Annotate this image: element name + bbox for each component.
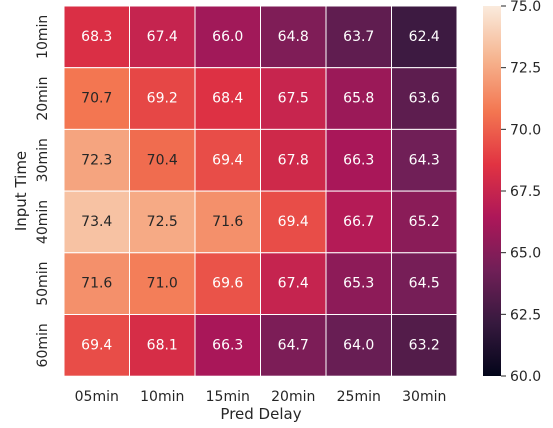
- cell-value-label: 69.4: [278, 214, 309, 230]
- cell-value-label: 72.5: [147, 214, 178, 230]
- colorbar-tick-label: 62.5: [510, 307, 541, 323]
- cell-value-label: 66.7: [343, 214, 374, 230]
- cell-value-label: 68.4: [212, 91, 243, 107]
- y-tick-labels: 10min 20min 30min 40min 50min 60min: [35, 15, 51, 368]
- colorbar-ticks: 60.0 62.5 65.0 67.5 70.0 72.5 75.0: [501, 0, 541, 385]
- cell-value-label: 67.8: [278, 152, 309, 168]
- cell-value-label: 67.4: [278, 276, 309, 292]
- x-tick-label: 20min: [271, 389, 315, 405]
- cell-value-label: 67.5: [278, 91, 309, 107]
- y-tick-label: 10min: [35, 15, 51, 59]
- y-tick-label: 50min: [35, 262, 51, 306]
- cell-value-label: 63.2: [409, 337, 440, 353]
- y-tick-label: 20min: [35, 76, 51, 120]
- x-axis-label: Pred Delay: [220, 405, 301, 423]
- x-tick-label: 05min: [75, 389, 119, 405]
- colorbar-tick-label: 65.0: [510, 246, 541, 262]
- colorbar-tick-label: 70.0: [510, 122, 541, 138]
- cell-value-label: 68.3: [81, 29, 112, 45]
- colorbar-tick-label: 72.5: [510, 61, 541, 77]
- cell-value-label: 66.3: [343, 152, 374, 168]
- x-tick-label: 15min: [206, 389, 250, 405]
- cell-value-label: 65.3: [343, 276, 374, 292]
- cell-value-label: 64.8: [278, 29, 309, 45]
- cell-value-label: 63.7: [343, 29, 374, 45]
- colorbar: [483, 6, 501, 376]
- x-tick-labels: 05min 10min 15min 20min 25min 30min: [75, 389, 447, 405]
- x-tick-label: 30min: [402, 389, 446, 405]
- cell-value-label: 66.0: [212, 29, 243, 45]
- colorbar-tick-label: 60.0: [510, 369, 541, 385]
- cell-value-label: 70.4: [147, 152, 178, 168]
- cell-value-label: 64.5: [409, 276, 440, 292]
- y-axis-label: Input Time: [12, 151, 30, 231]
- y-tick-label: 60min: [35, 323, 51, 367]
- cell-value-label: 63.6: [409, 91, 440, 107]
- cell-value-label: 65.8: [343, 91, 374, 107]
- cell-value-label: 72.3: [81, 152, 112, 168]
- cell-value-label: 71.6: [212, 214, 243, 230]
- cell-value-label: 69.6: [212, 276, 243, 292]
- x-tick-label: 10min: [140, 389, 184, 405]
- cell-value-label: 67.4: [147, 29, 178, 45]
- cell-value-label: 62.4: [409, 29, 440, 45]
- cell-value-label: 70.7: [81, 91, 112, 107]
- cell-value-label: 64.0: [343, 337, 374, 353]
- cell-value-label: 65.2: [409, 214, 440, 230]
- x-tick-label: 25min: [337, 389, 381, 405]
- y-tick-label: 30min: [35, 138, 51, 182]
- heatmap-cells: 68.3 67.4 66.0 64.8 63.7 62.4 70.7 69.2 68.4 67.5…: [64, 6, 457, 376]
- cell-value-label: 69.2: [147, 91, 178, 107]
- colorbar-tick-label: 75.0: [510, 0, 541, 15]
- colorbar-tick-label: 67.5: [510, 184, 541, 200]
- cell-value-label: 64.7: [278, 337, 309, 353]
- cell-value-label: 69.4: [81, 337, 112, 353]
- cell-value-label: 71.0: [147, 276, 178, 292]
- y-tick-label: 40min: [35, 200, 51, 244]
- cell-value-label: 68.1: [147, 337, 178, 353]
- cell-value-label: 73.4: [81, 214, 112, 230]
- cell-value-label: 69.4: [212, 152, 243, 168]
- cell-value-label: 71.6: [81, 276, 112, 292]
- cell-value-label: 64.3: [409, 152, 440, 168]
- cell-value-label: 66.3: [212, 337, 243, 353]
